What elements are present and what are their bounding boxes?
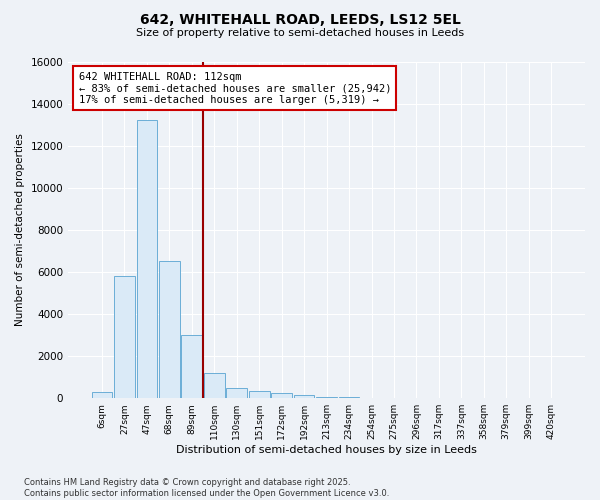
Bar: [92, 392, 112, 398]
Bar: [204, 373, 224, 398]
Text: 642, WHITEHALL ROAD, LEEDS, LS12 5EL: 642, WHITEHALL ROAD, LEEDS, LS12 5EL: [140, 12, 460, 26]
Bar: [294, 395, 314, 398]
Text: Size of property relative to semi-detached houses in Leeds: Size of property relative to semi-detach…: [136, 28, 464, 38]
Bar: [249, 391, 269, 398]
Text: Contains HM Land Registry data © Crown copyright and database right 2025.
Contai: Contains HM Land Registry data © Crown c…: [24, 478, 389, 498]
Bar: [339, 397, 359, 398]
Bar: [181, 335, 202, 398]
Bar: [271, 393, 292, 398]
Bar: [226, 388, 247, 398]
Bar: [137, 120, 157, 398]
Y-axis label: Number of semi-detached properties: Number of semi-detached properties: [15, 134, 25, 326]
X-axis label: Distribution of semi-detached houses by size in Leeds: Distribution of semi-detached houses by …: [176, 445, 477, 455]
Bar: [316, 396, 337, 398]
Bar: [114, 276, 135, 398]
Text: 642 WHITEHALL ROAD: 112sqm
← 83% of semi-detached houses are smaller (25,942)
17: 642 WHITEHALL ROAD: 112sqm ← 83% of semi…: [79, 72, 391, 105]
Bar: [159, 262, 179, 398]
